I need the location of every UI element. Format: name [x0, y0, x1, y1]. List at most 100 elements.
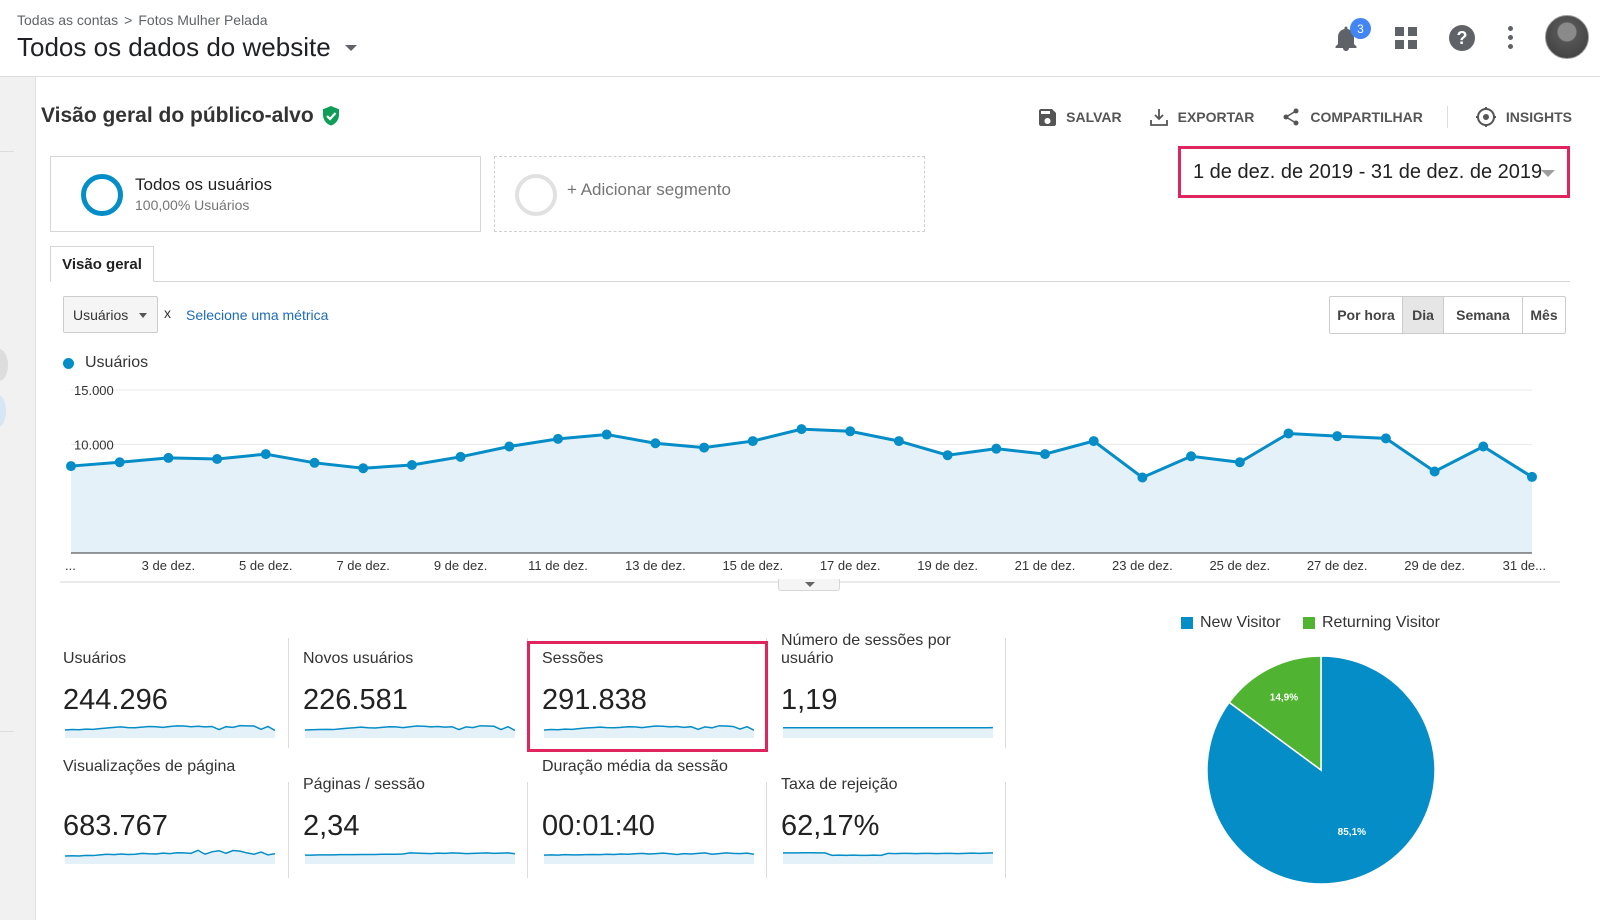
granularity-week-button[interactable]: Semana: [1444, 297, 1523, 333]
breadcrumb-property[interactable]: Fotos Mulher Pelada: [138, 12, 268, 28]
sparkline-line: [305, 725, 515, 732]
x-tick-label: ...: [65, 558, 76, 573]
scorecard[interactable]: Páginas / sessão 2,34: [303, 766, 536, 876]
data-point: [406, 459, 417, 470]
insights-button[interactable]: INSIGHTS: [1475, 107, 1572, 127]
x-tick-label: 9 de dez.: [434, 558, 488, 573]
sparkline: [783, 851, 993, 864]
legend-swatch: [1181, 617, 1193, 629]
x-tick-label: 13 de dez.: [625, 558, 686, 573]
scorecard-value: 683.767: [63, 810, 168, 842]
scorecard-label: Taxa de rejeição: [781, 776, 898, 793]
scorecard-label: Novos usuários: [303, 650, 414, 667]
sparkline-area: [305, 852, 515, 864]
pie-legend-returning[interactable]: Returning Visitor: [1303, 614, 1440, 632]
scorecard-label: Número de sessões por usuário: [781, 632, 951, 667]
report-actions: SALVAR EXPORTAR COMPARTILHAR INSIGHTS: [1011, 106, 1572, 128]
chart-expand-toggle[interactable]: [778, 579, 840, 591]
sparkline: [65, 849, 275, 864]
select-metric-link[interactable]: Selecione uma métrica: [186, 307, 329, 323]
scorecard[interactable]: Duração média da sessão 00:01:40: [542, 758, 775, 876]
sparkline-line: [65, 849, 275, 857]
scorecard-label: Sessões: [542, 650, 604, 667]
segment-ring-icon: [81, 174, 123, 216]
sparkline: [544, 852, 754, 864]
sparkline-area: [65, 725, 275, 738]
data-point: [601, 429, 612, 440]
breadcrumb: Todas as contas > Fotos Mulher Pelada: [17, 12, 268, 28]
sparkline-line: [305, 852, 515, 856]
x-tick-label: 31 de...: [1503, 558, 1546, 573]
scorecard-label: Páginas / sessão: [303, 776, 425, 793]
data-point: [309, 457, 320, 468]
x-tick-label: 15 de dez.: [722, 558, 783, 573]
data-point: [747, 436, 758, 447]
data-point: [553, 433, 563, 444]
data-point: [845, 426, 856, 437]
scorecard-value: 244.296: [63, 684, 168, 716]
download-icon: [1149, 109, 1168, 126]
help-icon[interactable]: ?: [1449, 25, 1475, 51]
notification-badge: 3: [1350, 18, 1371, 39]
data-point: [1527, 471, 1537, 482]
pie-slice-label: 85,1%: [1338, 827, 1366, 838]
caret-down-icon: [139, 313, 147, 318]
apps-button[interactable]: [1395, 27, 1417, 54]
more-vert-icon[interactable]: [1508, 26, 1514, 53]
chevron-right-icon: >: [124, 12, 133, 28]
caret-down-icon: [1541, 170, 1555, 177]
scorecard[interactable]: Número de sessões por usuário 1,19: [781, 632, 1014, 750]
x-tick-label: 19 de dez.: [917, 558, 978, 573]
scorecard[interactable]: Novos usuários 226.581: [303, 640, 536, 750]
apps-grid-icon: [1395, 27, 1417, 49]
data-point: [942, 450, 953, 461]
sparkline-area: [544, 852, 754, 864]
pie-legend-new[interactable]: New Visitor: [1181, 614, 1281, 632]
metric-select[interactable]: Usuários: [63, 296, 158, 333]
y-tick-label: 15.000: [74, 383, 114, 398]
export-button[interactable]: EXPORTAR: [1149, 108, 1254, 126]
data-point: [1234, 457, 1245, 468]
avatar[interactable]: [1545, 15, 1589, 59]
granularity-hour-button[interactable]: Por hora: [1330, 297, 1403, 333]
share-button[interactable]: COMPARTILHAR: [1282, 108, 1423, 126]
x-tick-label: 3 de dez.: [142, 558, 196, 573]
top-header: Todas as contas > Fotos Mulher Pelada To…: [0, 0, 1600, 77]
sparkline-area: [65, 850, 275, 864]
view-selector[interactable]: Todos os dados do website: [17, 32, 357, 63]
pie-slice: [1206, 655, 1436, 885]
scorecard[interactable]: Visualizações de página 683.767: [63, 758, 296, 876]
data-point: [455, 451, 466, 462]
tab-overview[interactable]: Visão geral: [50, 246, 154, 282]
scorecard[interactable]: Usuários 244.296: [63, 640, 296, 750]
sparkline-line: [65, 724, 275, 732]
data-point: [1283, 428, 1294, 439]
data-point: [650, 438, 661, 449]
page-title: Visão geral do público-alvo: [41, 104, 340, 128]
vs-separator: x: [164, 305, 171, 321]
granularity-month-button[interactable]: Mês: [1523, 297, 1565, 333]
segment-all-users[interactable]: Todos os usuários 100,00% Usuários: [50, 156, 481, 232]
add-segment-label: + Adicionar segmento: [567, 180, 731, 199]
date-range-picker[interactable]: 1 de dez. de 2019 - 31 de dez. de 2019: [1178, 146, 1570, 198]
series-area: [71, 429, 1532, 553]
x-tick-label: 7 de dez.: [336, 558, 390, 573]
sparkline-line: [544, 852, 754, 856]
visitor-type-pie-chart: 85,1% 14,9%: [1206, 655, 1436, 885]
data-point: [1478, 441, 1489, 452]
share-icon: [1283, 108, 1299, 126]
caret-down-icon: [344, 44, 357, 51]
save-button[interactable]: SALVAR: [1039, 108, 1122, 126]
scorecard[interactable]: Sessões 291.838: [542, 640, 775, 750]
data-point: [991, 443, 1002, 454]
breadcrumb-all-accounts[interactable]: Todas as contas: [17, 12, 119, 28]
tab-divider: [50, 281, 1570, 282]
segment-percentage: 100,00% Usuários: [135, 197, 250, 213]
granularity-day-button[interactable]: Dia: [1403, 297, 1444, 333]
scorecard[interactable]: Taxa de rejeição 62,17%: [781, 766, 1014, 876]
data-point: [1137, 472, 1148, 483]
add-segment-button[interactable]: + Adicionar segmento: [494, 156, 925, 232]
sparkline: [65, 724, 275, 738]
notifications-button[interactable]: 3: [1334, 18, 1371, 52]
